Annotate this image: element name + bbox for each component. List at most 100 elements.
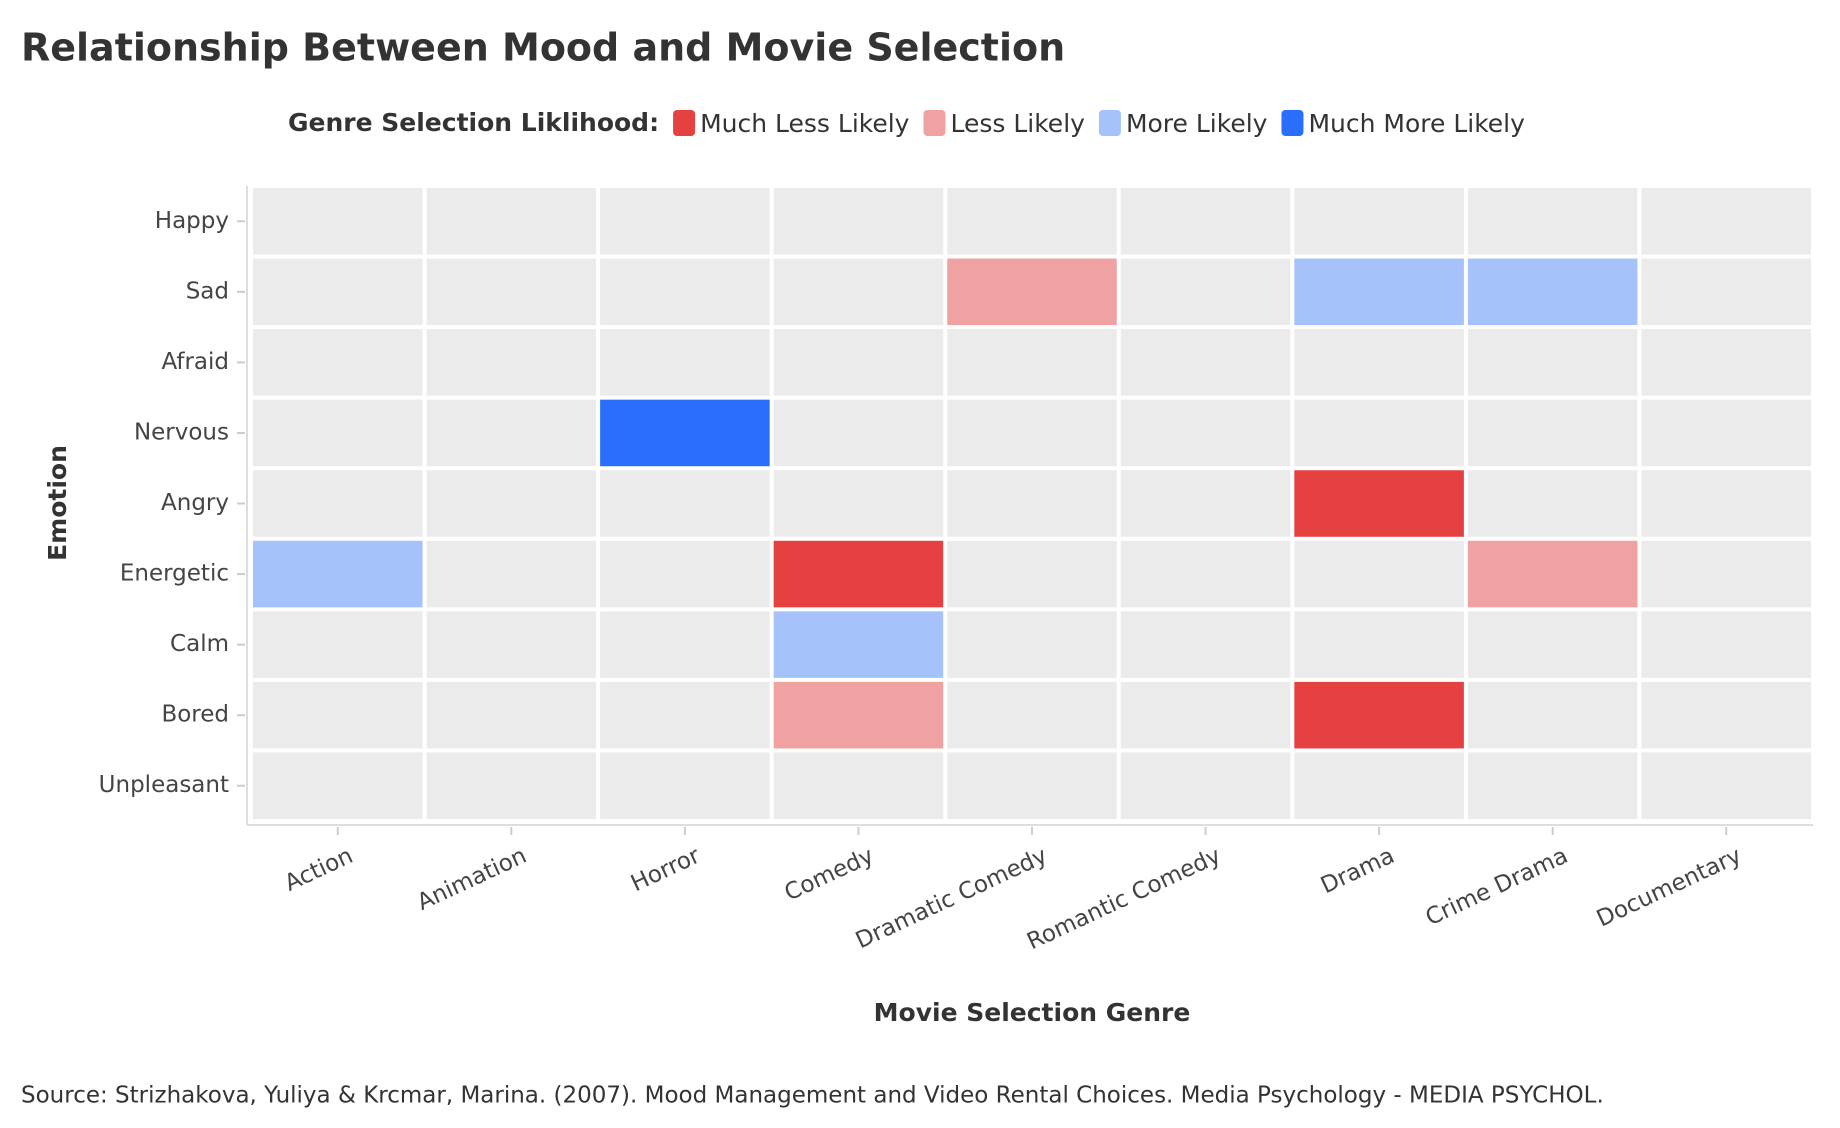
heatmap-cell xyxy=(600,399,770,467)
y-tick-label: Afraid xyxy=(161,349,229,375)
empty-cell xyxy=(773,752,944,819)
empty-cell xyxy=(253,681,423,749)
x-axis-title: Movie Selection Genre xyxy=(874,998,1191,1027)
legend-label: Much Less Likely xyxy=(700,109,910,138)
legend-label: Much More Likely xyxy=(1308,109,1525,138)
empty-cell xyxy=(1120,752,1291,819)
chart-title: Relationship Between Mood and Movie Sele… xyxy=(21,26,1065,70)
empty-cell xyxy=(1294,399,1464,467)
legend-label: Less Likely xyxy=(950,109,1085,138)
empty-cell xyxy=(1467,399,1638,467)
heatmap-cell xyxy=(947,258,1117,326)
empty-cell xyxy=(600,540,770,608)
empty-cell xyxy=(426,752,597,819)
empty-cell xyxy=(1467,470,1638,537)
empty-cell xyxy=(426,258,597,326)
empty-cell xyxy=(253,752,423,819)
empty-cell xyxy=(253,329,423,396)
empty-cell xyxy=(1120,329,1291,396)
empty-cell xyxy=(1641,611,1811,678)
empty-cell xyxy=(1120,258,1291,326)
x-tick-label: Horror xyxy=(627,843,705,898)
y-tick-label: Bored xyxy=(161,702,229,728)
empty-cell xyxy=(426,188,597,255)
x-tick-label: Documentary xyxy=(1593,843,1746,933)
empty-cell xyxy=(600,188,770,255)
source-note: Source: Strizhakova, Yuliya & Krcmar, Ma… xyxy=(21,1083,1604,1109)
y-tick-label: Unpleasant xyxy=(99,772,229,798)
empty-cell xyxy=(600,258,770,326)
heatmap-cell xyxy=(1294,470,1464,537)
empty-cell xyxy=(947,188,1117,255)
heatmap-cell xyxy=(773,681,944,749)
empty-cell xyxy=(1467,681,1638,749)
empty-cell xyxy=(426,540,597,608)
x-tick-label: Comedy xyxy=(781,843,878,907)
empty-cell xyxy=(1641,188,1811,255)
empty-cell xyxy=(1120,681,1291,749)
empty-cell xyxy=(253,611,423,678)
empty-cell xyxy=(773,258,944,326)
empty-cell xyxy=(600,611,770,678)
x-tick-label: Animation xyxy=(413,843,530,916)
empty-cell xyxy=(947,681,1117,749)
empty-cell xyxy=(1467,752,1638,819)
empty-cell xyxy=(947,540,1117,608)
x-tick-label: Dramatic Comedy xyxy=(852,843,1052,954)
empty-cell xyxy=(773,399,944,467)
empty-cell xyxy=(426,329,597,396)
empty-cell xyxy=(947,329,1117,396)
empty-cell xyxy=(426,470,597,537)
legend-label: More Likely xyxy=(1126,109,1268,138)
legend-swatch xyxy=(1098,110,1121,136)
empty-cell xyxy=(426,681,597,749)
empty-cell xyxy=(1641,681,1811,749)
empty-cell xyxy=(600,329,770,396)
empty-cell xyxy=(1641,540,1811,608)
empty-cell xyxy=(773,329,944,396)
empty-cell xyxy=(600,752,770,819)
empty-cell xyxy=(1467,329,1638,396)
empty-cell xyxy=(1641,329,1811,396)
empty-cell xyxy=(253,470,423,537)
y-axis-title: Emotion xyxy=(43,445,72,561)
empty-cell xyxy=(1294,188,1464,255)
empty-cell xyxy=(1120,611,1291,678)
empty-cell xyxy=(253,258,423,326)
empty-cell xyxy=(1294,611,1464,678)
empty-cell xyxy=(1641,470,1811,537)
empty-cell xyxy=(600,681,770,749)
empty-cell xyxy=(947,470,1117,537)
empty-cell xyxy=(947,611,1117,678)
empty-cell xyxy=(253,188,423,255)
y-tick-label: Angry xyxy=(161,490,229,516)
y-tick-label: Energetic xyxy=(120,561,229,587)
empty-cell xyxy=(1120,399,1291,467)
x-tick-label: Crime Drama xyxy=(1422,843,1572,931)
empty-cell xyxy=(1294,329,1464,396)
empty-cell xyxy=(1120,470,1291,537)
empty-cell xyxy=(1120,540,1291,608)
empty-cell xyxy=(1467,611,1638,678)
empty-cell xyxy=(773,188,944,255)
heatmap-cell xyxy=(1294,681,1464,749)
empty-cell xyxy=(426,399,597,467)
empty-cell xyxy=(600,470,770,537)
heatmap-cell xyxy=(773,540,944,608)
legend-title: Genre Selection Liklihood: xyxy=(288,108,659,137)
legend-swatch xyxy=(673,110,696,136)
empty-cell xyxy=(1641,752,1811,819)
y-tick-label: Happy xyxy=(155,208,229,234)
empty-cell xyxy=(947,399,1117,467)
legend-swatch xyxy=(923,110,946,136)
empty-cell xyxy=(1120,188,1291,255)
x-tick-label: Drama xyxy=(1317,843,1398,899)
empty-cell xyxy=(253,399,423,467)
heatmap-cell xyxy=(1467,258,1638,326)
empty-cell xyxy=(426,611,597,678)
empty-cell xyxy=(1294,752,1464,819)
legend-swatch xyxy=(1281,110,1304,136)
empty-cell xyxy=(947,752,1117,819)
